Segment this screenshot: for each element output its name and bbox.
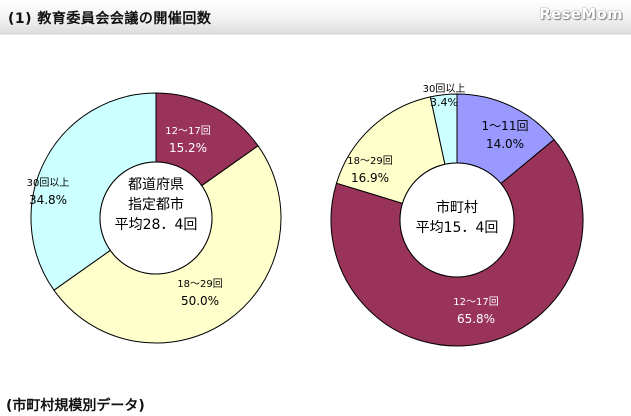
slice-value-label: 3.4% [430,96,458,109]
slice-category-label: 18～29回 [347,155,392,167]
slice-category-label: 30回以上 [27,177,70,189]
section-title: (1) 教育委員会会議の開催回数 [8,11,212,27]
slice-category-label: 18～29回 [177,278,222,290]
header-band [0,0,631,35]
slice-category-label: 12～17回 [165,125,210,137]
slice-value-label: 65.8% [457,312,495,326]
slice-value-label: 15.2% [169,141,207,155]
donut-hole [99,161,213,275]
slice-value-label: 34.8% [29,193,67,207]
resemom-watermark-logo: ReseMom [539,5,623,23]
center-label: 都道府県 [128,177,184,193]
center-label: 平均15．4回 [416,220,499,236]
slice-category-label: 1～11回 [482,119,529,133]
donut-hole [399,162,515,278]
footer-section-title: (市町村規模別データ) [6,398,145,414]
slice-category-label: 12～17回 [453,296,498,308]
center-label: 平均28．4回 [115,217,198,233]
center-label: 市町村 [436,199,478,216]
slice-value-label: 50.0% [181,294,219,308]
slice-value-label: 14.0% [486,137,524,151]
slice-value-label: 16.9% [351,171,389,185]
center-label: 指定都市 [128,196,184,213]
slice-category-label: 30回以上 [423,83,466,95]
